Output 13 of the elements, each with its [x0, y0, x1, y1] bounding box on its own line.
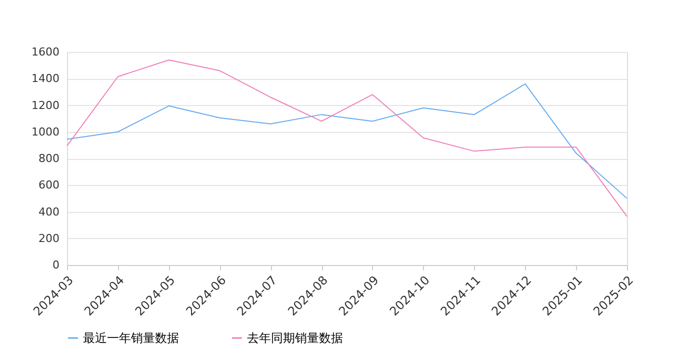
y-tick-label: 800: [38, 152, 60, 165]
y-tick-label: 0: [52, 258, 60, 272]
y-tick-label: 200: [38, 232, 60, 245]
legend-label: 最近一年销量数据: [83, 331, 179, 345]
y-tick-label: 1000: [32, 125, 60, 138]
y-tick-label: 600: [38, 178, 60, 192]
y-tick-label: 1200: [32, 98, 60, 112]
y-tick-label: 1600: [32, 46, 60, 58]
y-tick-label: 1400: [32, 72, 60, 86]
line-series: [66, 59, 628, 217]
legend-label: 去年同期销量数据: [247, 331, 343, 345]
line-series: [66, 83, 628, 199]
y-tick-label: 400: [38, 205, 60, 218]
